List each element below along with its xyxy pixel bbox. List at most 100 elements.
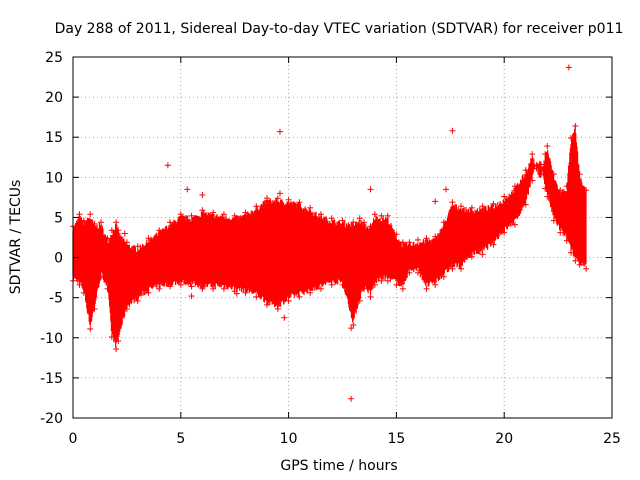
data-point	[307, 204, 314, 211]
outlier-point	[199, 191, 206, 198]
data-point	[123, 239, 130, 246]
data-point	[350, 219, 357, 226]
outlier-point	[276, 190, 283, 197]
data-point	[568, 135, 575, 142]
data-point	[177, 281, 184, 288]
x-tick-label: 15	[387, 431, 405, 447]
outlier-point	[184, 186, 191, 193]
data-point	[378, 212, 385, 219]
data-point	[550, 171, 557, 178]
axis-ticks: 0 5 10 15 20 25 -20 -15 -10 -5 0 5 10 15 20 25	[40, 50, 621, 447]
data-point	[350, 321, 357, 328]
data-point	[317, 285, 324, 292]
y-tick-label: 25	[45, 50, 63, 66]
data-point	[220, 211, 227, 218]
data-point	[440, 273, 447, 280]
data-point	[440, 219, 447, 226]
data-point	[550, 217, 557, 224]
y-tick-label: 0	[54, 251, 63, 267]
data-point	[264, 301, 271, 308]
data-point	[98, 219, 105, 226]
data-point	[501, 193, 508, 200]
data-point	[296, 293, 303, 300]
data-point	[87, 325, 94, 332]
data-point	[432, 233, 439, 240]
data-point	[339, 217, 346, 224]
data-point	[393, 281, 400, 288]
data-point	[423, 285, 430, 292]
outlier-point	[188, 293, 195, 300]
data-point	[210, 285, 217, 292]
y-tick-label: 10	[45, 170, 63, 186]
data-point	[542, 185, 549, 192]
data-point	[449, 199, 456, 206]
data-point	[511, 221, 518, 228]
data-point	[479, 251, 486, 258]
data-point	[285, 297, 292, 304]
data-point	[557, 187, 564, 194]
data-point	[156, 227, 163, 234]
outlier-point	[367, 186, 374, 193]
data-point	[399, 285, 406, 292]
data-point	[156, 285, 163, 292]
data-point	[468, 253, 475, 260]
data-point	[328, 281, 335, 288]
data-point	[80, 289, 87, 296]
x-tick-label: 25	[603, 431, 621, 447]
data-point	[529, 151, 536, 158]
data-band	[72, 127, 587, 348]
data-point	[91, 220, 98, 227]
outlier-point	[281, 314, 288, 321]
data-point	[511, 183, 518, 190]
y-tick-label: 15	[45, 130, 63, 146]
data-point	[367, 223, 374, 230]
data-point	[188, 212, 195, 219]
chart-title: Day 288 of 2011, Sidereal Day-to-day VTE…	[55, 21, 624, 37]
data-point	[145, 289, 152, 296]
data-point	[533, 165, 540, 172]
data-point	[522, 201, 529, 208]
outlier-point	[442, 186, 449, 193]
data-point	[356, 297, 363, 304]
outlier-point	[449, 127, 456, 134]
data-point	[274, 305, 281, 312]
x-tick-label: 0	[69, 431, 78, 447]
data-point	[537, 171, 544, 178]
data-point	[253, 203, 260, 210]
data-point	[576, 171, 583, 178]
data-point	[490, 241, 497, 248]
data-point	[134, 297, 141, 304]
data-point	[583, 187, 590, 194]
data-point	[264, 195, 271, 202]
y-tick-label: -5	[49, 291, 63, 307]
data-point	[479, 203, 486, 210]
data-point	[242, 289, 249, 296]
outlier-point	[348, 325, 355, 332]
data-point	[296, 199, 303, 206]
x-tick-label: 10	[280, 431, 298, 447]
data-point	[188, 283, 195, 290]
x-tick-label: 5	[176, 431, 185, 447]
data-point	[399, 239, 406, 246]
data-point	[572, 257, 579, 264]
data-point	[339, 281, 346, 288]
data-point	[115, 337, 122, 344]
outlier-point	[164, 162, 171, 169]
data-point	[568, 249, 575, 256]
data-point	[115, 227, 122, 234]
data-point	[356, 215, 363, 222]
data-point	[220, 285, 227, 292]
data-point	[80, 217, 87, 224]
data-point	[210, 209, 217, 216]
x-axis-label: GPS time / hours	[280, 458, 397, 474]
data-point	[563, 237, 570, 244]
data-point	[98, 273, 105, 280]
data-point	[76, 281, 83, 288]
data-point	[384, 277, 391, 284]
data-point	[104, 285, 111, 292]
data-point	[167, 283, 174, 290]
data-point	[361, 219, 368, 226]
outlier-point	[432, 198, 439, 205]
data-point	[557, 229, 564, 236]
data-point	[583, 265, 590, 272]
